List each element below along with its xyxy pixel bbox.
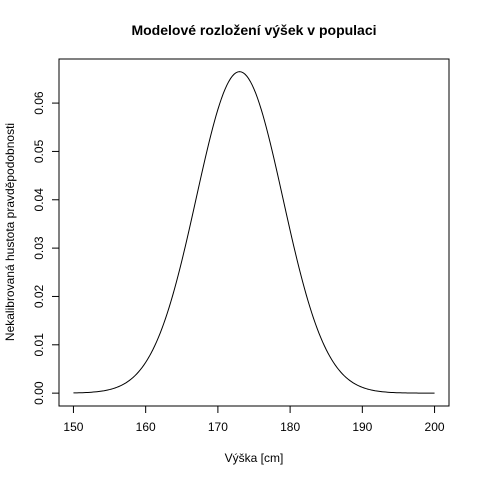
y-axis: 0.00 0.01 0.02 0.03 0.04 0.05 0.06 (32, 91, 60, 405)
x-tick-label: 170 (208, 420, 228, 434)
x-tick-label: 200 (425, 420, 445, 434)
plot-frame (58, 58, 450, 407)
x-tick-label: 180 (280, 420, 300, 434)
y-tick-label: 0.03 (32, 236, 46, 260)
y-tick-label: 0.00 (32, 381, 46, 405)
y-tick-label: 0.05 (32, 139, 46, 163)
y-tick-label: 0.06 (32, 91, 46, 115)
y-axis-label: Nekalibrovaná hustota pravděpodobnosti (3, 123, 17, 341)
chart-title: Modelové rozložení výšek v populaci (131, 22, 376, 38)
x-tick-label: 190 (352, 420, 372, 434)
y-tick-label: 0.01 (32, 333, 46, 357)
y-tick-label: 0.04 (32, 188, 46, 212)
density-curve (73, 71, 435, 394)
x-axis: 150 160 170 180 190 200 (63, 405, 445, 434)
x-axis-label: Výška [cm] (225, 451, 284, 465)
x-tick-label: 150 (63, 420, 83, 434)
y-tick-label: 0.02 (32, 284, 46, 308)
x-tick-label: 160 (136, 420, 156, 434)
